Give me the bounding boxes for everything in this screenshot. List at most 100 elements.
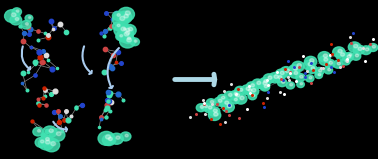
Circle shape xyxy=(120,16,125,21)
Circle shape xyxy=(257,81,261,84)
Circle shape xyxy=(130,38,139,46)
Circle shape xyxy=(333,60,343,68)
Circle shape xyxy=(315,72,322,79)
Circle shape xyxy=(114,24,130,37)
Circle shape xyxy=(323,54,328,58)
Circle shape xyxy=(105,135,110,139)
Circle shape xyxy=(126,28,130,31)
Circle shape xyxy=(280,71,284,75)
Circle shape xyxy=(251,84,254,87)
Circle shape xyxy=(227,104,232,108)
Circle shape xyxy=(290,69,300,78)
Circle shape xyxy=(208,106,212,109)
Circle shape xyxy=(285,69,290,73)
Circle shape xyxy=(208,110,221,121)
Circle shape xyxy=(29,17,31,18)
Circle shape xyxy=(201,104,209,111)
Circle shape xyxy=(49,129,53,132)
Circle shape xyxy=(314,67,324,75)
Circle shape xyxy=(120,35,123,37)
Circle shape xyxy=(214,97,225,106)
Circle shape xyxy=(16,10,19,12)
Circle shape xyxy=(311,67,315,70)
Circle shape xyxy=(235,86,245,95)
Circle shape xyxy=(11,13,16,17)
Circle shape xyxy=(252,94,255,97)
Circle shape xyxy=(118,11,132,23)
Circle shape xyxy=(368,44,378,52)
Circle shape xyxy=(252,88,256,92)
Circle shape xyxy=(263,74,274,83)
Circle shape xyxy=(123,28,126,30)
Circle shape xyxy=(222,96,225,99)
Circle shape xyxy=(365,48,369,51)
Circle shape xyxy=(348,42,361,52)
Circle shape xyxy=(200,106,204,108)
Circle shape xyxy=(110,133,123,144)
Circle shape xyxy=(264,80,268,83)
Circle shape xyxy=(347,55,351,58)
Circle shape xyxy=(5,10,20,23)
Circle shape xyxy=(120,35,135,48)
Circle shape xyxy=(353,44,358,48)
Circle shape xyxy=(217,94,227,102)
Circle shape xyxy=(213,109,217,112)
Circle shape xyxy=(308,62,312,66)
Circle shape xyxy=(258,79,270,89)
Circle shape xyxy=(113,22,122,31)
Circle shape xyxy=(40,140,44,143)
Circle shape xyxy=(39,137,54,150)
Circle shape xyxy=(25,23,28,25)
Circle shape xyxy=(346,52,353,59)
Circle shape xyxy=(244,87,254,95)
Circle shape xyxy=(351,52,361,60)
Circle shape xyxy=(117,28,133,42)
Circle shape xyxy=(278,76,282,79)
Circle shape xyxy=(45,140,50,144)
Circle shape xyxy=(125,31,130,35)
Circle shape xyxy=(300,75,303,78)
Circle shape xyxy=(343,53,353,62)
Circle shape xyxy=(318,74,321,76)
Circle shape xyxy=(274,75,278,78)
Circle shape xyxy=(296,73,305,81)
Circle shape xyxy=(46,138,50,141)
Circle shape xyxy=(337,62,341,65)
Circle shape xyxy=(269,73,281,83)
Circle shape xyxy=(259,78,270,86)
Circle shape xyxy=(231,97,239,104)
Circle shape xyxy=(222,102,234,112)
Circle shape xyxy=(325,59,335,68)
Circle shape xyxy=(264,85,268,88)
Circle shape xyxy=(231,91,242,101)
Circle shape xyxy=(294,67,297,70)
Circle shape xyxy=(277,79,287,87)
Circle shape xyxy=(282,80,285,83)
Circle shape xyxy=(372,45,376,48)
Circle shape xyxy=(120,132,131,141)
Circle shape xyxy=(328,68,331,71)
Circle shape xyxy=(51,142,56,146)
Circle shape xyxy=(246,86,259,97)
Circle shape xyxy=(37,130,40,132)
Circle shape xyxy=(230,91,240,99)
Circle shape xyxy=(280,67,292,77)
Circle shape xyxy=(239,88,243,91)
Circle shape xyxy=(108,137,112,141)
Circle shape xyxy=(294,71,298,74)
Circle shape xyxy=(300,83,303,85)
Circle shape xyxy=(318,52,330,62)
Circle shape xyxy=(241,85,253,94)
Circle shape xyxy=(117,14,120,16)
Circle shape xyxy=(120,26,128,33)
Circle shape xyxy=(336,51,347,60)
Circle shape xyxy=(240,96,244,100)
Circle shape xyxy=(117,24,120,27)
Circle shape xyxy=(235,94,247,104)
Circle shape xyxy=(125,134,128,137)
Circle shape xyxy=(224,91,234,100)
Circle shape xyxy=(292,61,304,72)
Circle shape xyxy=(218,99,222,102)
Circle shape xyxy=(252,79,263,89)
Circle shape xyxy=(10,15,22,25)
